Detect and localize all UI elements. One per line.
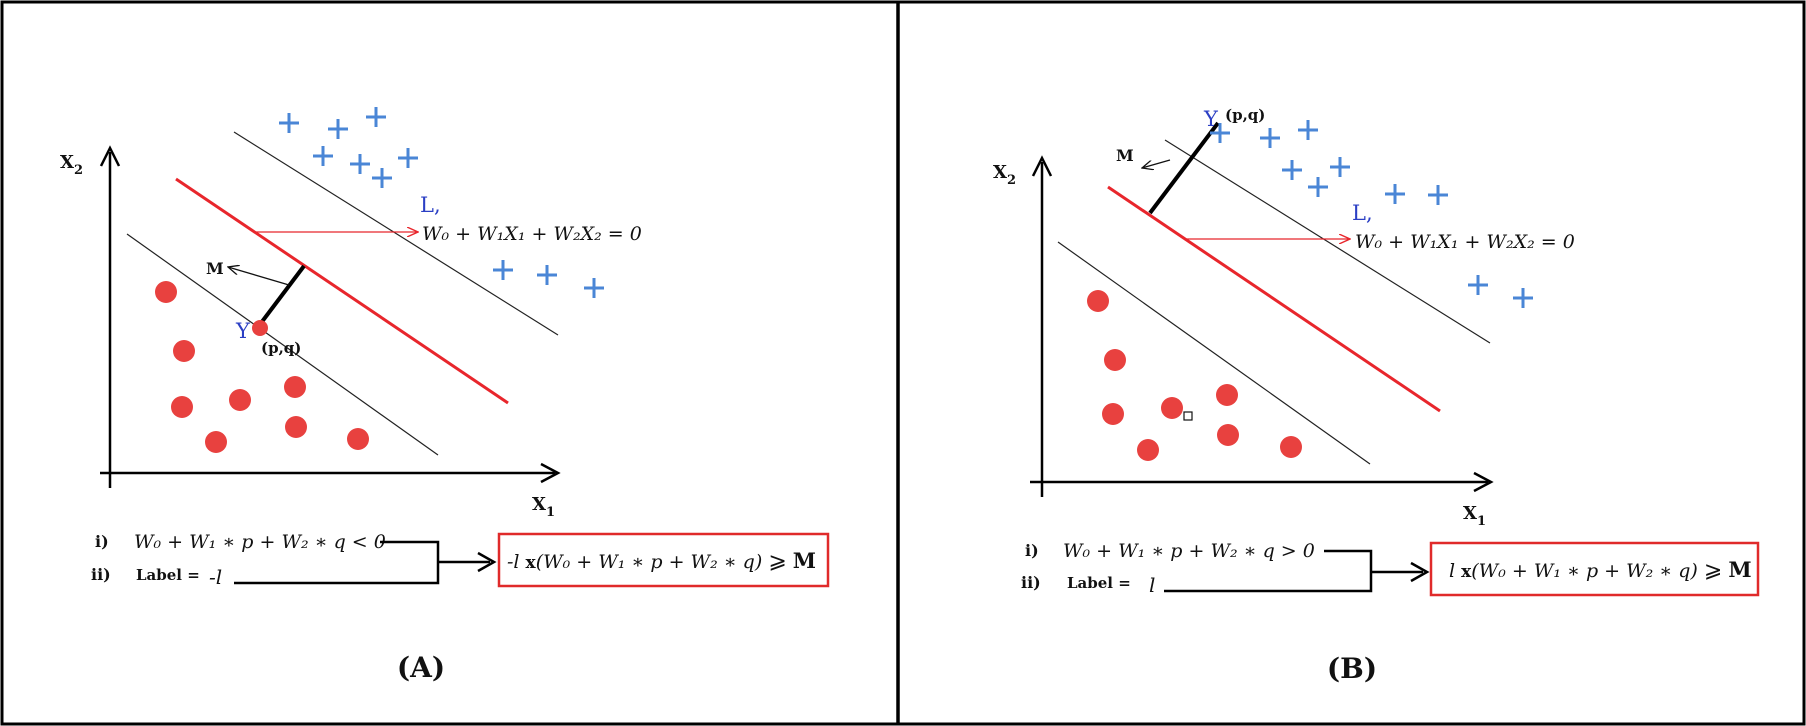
positive-point bbox=[328, 119, 348, 139]
condition-ii-label: Label = bbox=[136, 566, 200, 584]
negative-point bbox=[171, 396, 193, 418]
negative-point bbox=[285, 416, 307, 438]
negative-point bbox=[1104, 349, 1126, 371]
negative-point bbox=[1280, 436, 1302, 458]
result-box bbox=[497, 532, 830, 588]
positive-point bbox=[372, 168, 392, 188]
separating-line bbox=[1107, 185, 1441, 413]
result-box bbox=[1429, 541, 1760, 597]
positive-point bbox=[493, 260, 513, 280]
condition-i-text: W₀ + W₁ ∗ p + W₂ ∗ q > 0 bbox=[1063, 540, 1315, 562]
condition-i-number: i) bbox=[95, 532, 109, 551]
positive-point bbox=[313, 146, 333, 166]
panel-caption: (B) bbox=[1327, 652, 1377, 685]
point-symbol: Y bbox=[235, 319, 251, 343]
margin-segment bbox=[256, 264, 306, 329]
small-square-marker bbox=[1183, 411, 1193, 421]
panel-caption: (A) bbox=[397, 651, 445, 684]
condition-ii-number: ii) bbox=[91, 565, 111, 584]
margin-label: M bbox=[1116, 146, 1134, 165]
condition-ii-label: Label = bbox=[1067, 574, 1131, 592]
negative-points bbox=[155, 281, 369, 453]
positive-point bbox=[1210, 123, 1230, 143]
negative-point bbox=[347, 428, 369, 450]
positive-points bbox=[1210, 120, 1533, 308]
result-formula: -l x(W₀ + W₁ ∗ p + W₂ ∗ q) ⩾ M bbox=[507, 548, 816, 574]
panel-b: X2 X1 L, W₀ + W₁X₁ + W₂X₂ = 0 M Y (p,q) bbox=[993, 106, 1760, 685]
condition-ii-number: ii) bbox=[1021, 573, 1041, 592]
positive-point bbox=[366, 107, 386, 127]
negative-points bbox=[1087, 290, 1302, 461]
positive-point bbox=[1282, 160, 1302, 180]
point-y bbox=[252, 320, 268, 336]
negative-point bbox=[229, 389, 251, 411]
negative-point bbox=[1161, 397, 1183, 419]
positive-point bbox=[584, 278, 604, 298]
negative-point bbox=[1087, 290, 1109, 312]
point-coords: (p,q) bbox=[1225, 106, 1265, 124]
separating-line bbox=[175, 177, 509, 405]
point-coords: (p,q) bbox=[261, 339, 301, 357]
x-axis-label: X1 bbox=[532, 494, 555, 520]
positive-points bbox=[279, 107, 604, 298]
margin-arrow bbox=[228, 267, 290, 286]
condition-ii-value: -l bbox=[209, 565, 222, 589]
negative-point bbox=[1137, 439, 1159, 461]
condition-i-text: W₀ + W₁ ∗ p + W₂ ∗ q < 0 bbox=[134, 531, 386, 553]
upper-margin-line bbox=[233, 131, 559, 336]
margin-segment bbox=[1148, 121, 1220, 215]
positive-point bbox=[537, 265, 557, 285]
upper-margin-line bbox=[1164, 139, 1491, 344]
positive-point bbox=[1468, 275, 1488, 295]
lower-margin-line bbox=[1057, 241, 1371, 465]
positive-point bbox=[1513, 288, 1533, 308]
positive-point bbox=[1260, 128, 1280, 148]
negative-point bbox=[1217, 424, 1239, 446]
negative-point bbox=[1102, 403, 1124, 425]
negative-point bbox=[173, 340, 195, 362]
line-equation: W₀ + W₁X₁ + W₂X₂ = 0 bbox=[422, 223, 642, 245]
line-equation: W₀ + W₁X₁ + W₂X₂ = 0 bbox=[1355, 231, 1575, 253]
positive-point bbox=[398, 148, 418, 168]
negative-point bbox=[1216, 384, 1238, 406]
positive-point bbox=[1298, 120, 1318, 140]
point-symbol: Y bbox=[1203, 107, 1219, 131]
negative-point bbox=[284, 376, 306, 398]
y-axis-label: X2 bbox=[993, 162, 1016, 188]
negative-point bbox=[155, 281, 177, 303]
y-axis-label: X2 bbox=[60, 152, 83, 178]
margin-arrow bbox=[1142, 159, 1171, 168]
positive-point bbox=[1308, 177, 1328, 197]
condition-i-number: i) bbox=[1025, 541, 1039, 560]
panel-a: X2 X1 L, W₀ + W₁X₁ + W₂X₂ = 0 M Y (p,q) bbox=[60, 107, 830, 684]
positive-point bbox=[1385, 184, 1405, 204]
x-axis-label: X1 bbox=[1463, 503, 1486, 529]
negative-point bbox=[205, 431, 227, 453]
positive-point bbox=[350, 154, 370, 174]
positive-point bbox=[279, 113, 299, 133]
line-name-label: L, bbox=[1352, 201, 1373, 225]
line-name-label: L, bbox=[420, 193, 441, 217]
lower-margin-line bbox=[126, 233, 439, 456]
condition-ii-value: l bbox=[1149, 573, 1155, 597]
positive-point bbox=[1330, 157, 1350, 177]
result-formula: l x(W₀ + W₁ ∗ p + W₂ ∗ q) ⩾ M bbox=[1449, 557, 1752, 583]
positive-point bbox=[1428, 185, 1448, 205]
margin-label: M bbox=[206, 259, 224, 278]
